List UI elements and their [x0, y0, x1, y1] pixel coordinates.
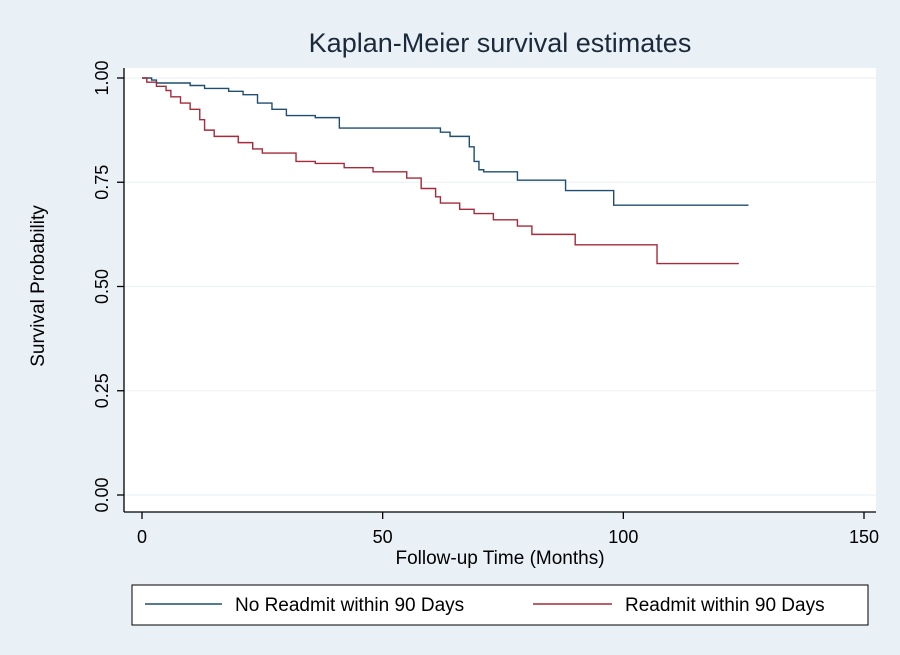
y-axis-title: Survival Probability: [28, 205, 49, 367]
km-curve: [142, 77, 749, 206]
km-curve: [142, 77, 739, 265]
legend-label: Readmit within 90 Days: [625, 595, 825, 616]
axes: 0.00 0.25 0.50 0.75 1.00 0 50 100 150: [92, 60, 879, 547]
series-lines: [142, 77, 749, 265]
y-tick-label: 1.00: [92, 60, 112, 95]
x-tick-label: 0: [137, 527, 147, 547]
legend-label: No Readmit within 90 Days: [235, 595, 464, 616]
chart-title: Kaplan-Meier survival estimates: [309, 28, 692, 58]
y-tick-label: 0.25: [92, 373, 112, 408]
x-axis-title: Follow-up Time (Months): [395, 548, 604, 569]
y-tick-label: 0.50: [92, 269, 112, 304]
y-tick-label: 0.75: [92, 165, 112, 200]
legend-box: [131, 584, 869, 626]
y-tick-label: 0.00: [92, 477, 112, 512]
x-tick-label: 100: [608, 527, 638, 547]
x-tick-label: 150: [849, 527, 879, 547]
plot-area: [124, 68, 876, 512]
grid-lines: [124, 77, 876, 496]
legend: No Readmit within 90 Days Readmit within …: [131, 584, 869, 626]
x-tick-label: 50: [373, 527, 393, 547]
